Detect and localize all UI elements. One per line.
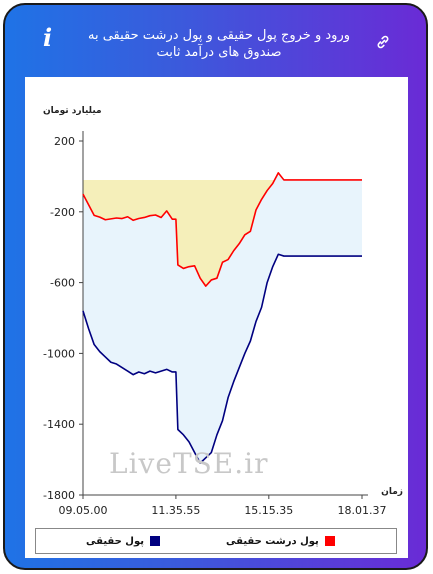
legend: پول درشت حقیقی پول حقیقی [35, 528, 397, 554]
legend-item-red: پول درشت حقیقی [226, 533, 335, 549]
link-icon[interactable] [375, 34, 391, 50]
y-tick-label: -1000 [43, 347, 75, 360]
chart-title: ورود و خروج پول حقیقی و پول درشت حقیقی ب… [87, 28, 350, 60]
y-tick-label: -1800 [43, 489, 75, 502]
area-blue [83, 172, 362, 464]
legend-item-blue: پول حقیقی [86, 533, 160, 549]
x-tick-label: 09.05.00 [59, 504, 108, 517]
y-tick-label: -1400 [43, 418, 75, 431]
legend-label-blue: پول حقیقی [86, 535, 144, 547]
chart-panel: 200 -200 -600 -1000 -1400 -1800 09.05.00 11.35.… [25, 77, 408, 558]
x-axis-label: زمان [381, 487, 403, 497]
series-line-blue [82, 253, 362, 464]
y-tick-label: -200 [50, 206, 75, 219]
chart-card: i ورود و خروج پول حقیقی و پول درشت حقیقی… [3, 3, 428, 570]
area-yellow [83, 179, 362, 287]
legend-label-red: پول درشت حقیقی [226, 535, 319, 547]
line-chart: 200 -200 -600 -1000 -1400 -1800 09.05.00 11.35.… [43, 106, 403, 517]
info-icon[interactable]: i [43, 23, 53, 52]
x-tick-label: 18.01.37 [338, 504, 387, 517]
card-header: i ورود و خروج پول حقیقی و پول درشت حقیقی… [5, 5, 426, 79]
series-line-red [82, 172, 362, 287]
watermark: LiveTSE.ir [109, 447, 269, 480]
y-tick-label: -600 [50, 277, 75, 290]
legend-swatch-red [324, 536, 335, 546]
x-tick-label: 15.15.35 [244, 504, 293, 517]
legend-swatch-blue [149, 536, 160, 546]
x-tick-label: 11.35.55 [151, 504, 200, 517]
y-axis-label: میلیارد تومان [43, 106, 102, 116]
y-tick-label: 200 [54, 135, 75, 148]
